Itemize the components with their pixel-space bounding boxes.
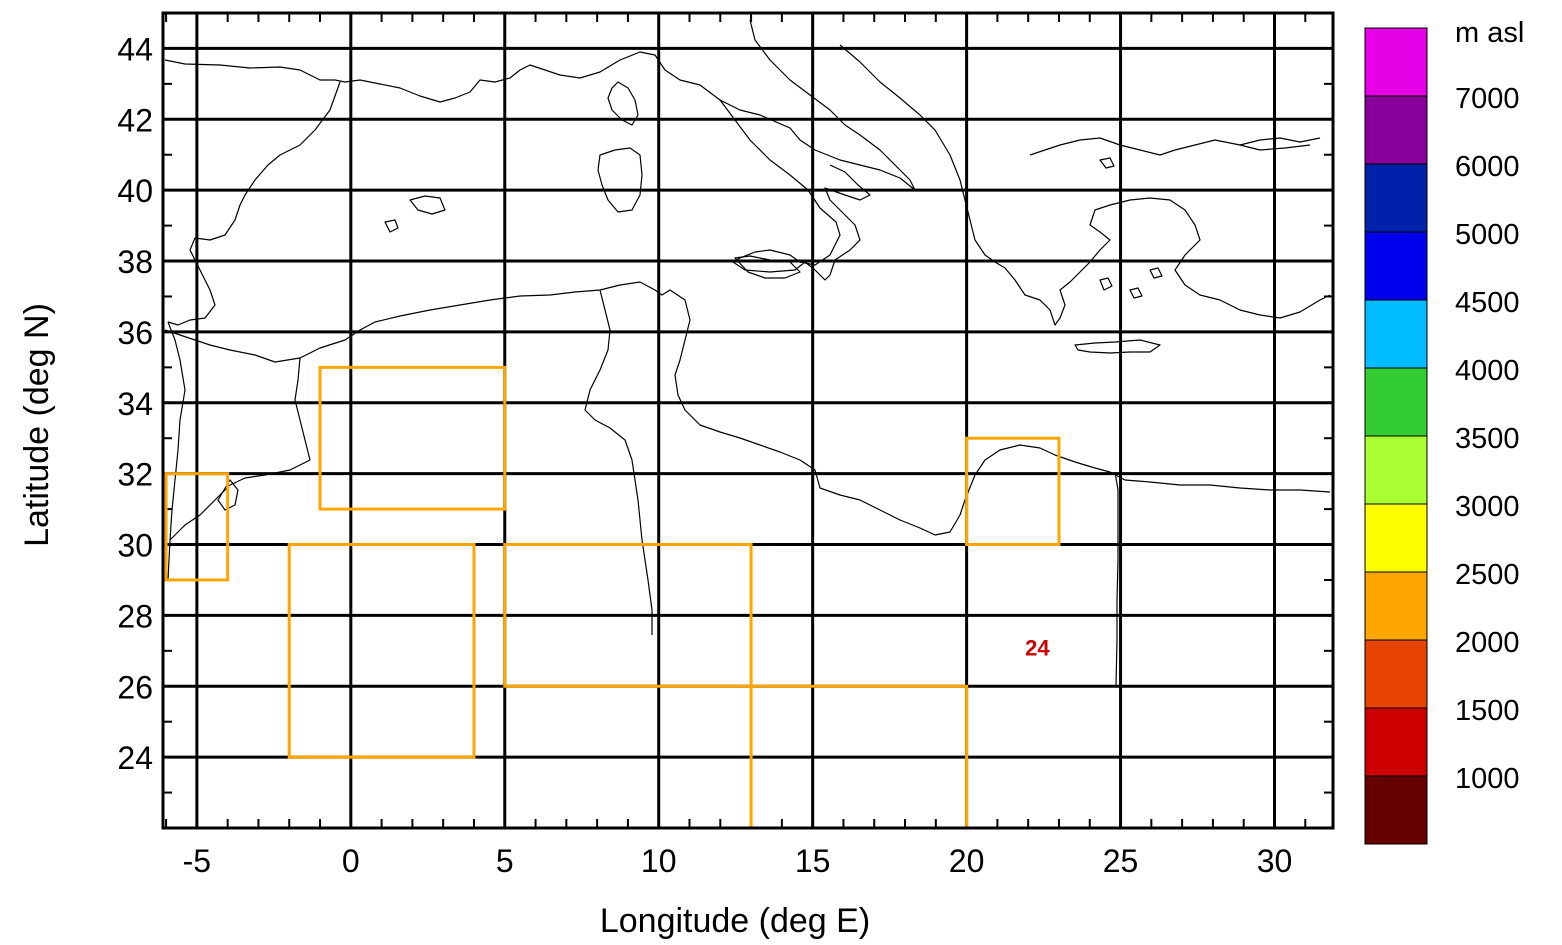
coastline: [164, 19, 1331, 686]
x-axis-title: Longitude (deg E): [600, 902, 870, 940]
colorbar-swatch: [1364, 299, 1428, 369]
colorbar-swatch: [1364, 707, 1428, 777]
colorbar-label: 2500: [1455, 559, 1520, 591]
colorbar-label: 1000: [1455, 763, 1520, 795]
x-tick-label: 10: [641, 843, 677, 879]
colorbar-label: 4000: [1455, 355, 1520, 387]
colorbar-label: 3500: [1455, 423, 1520, 455]
colorbar-label: 7000: [1455, 83, 1520, 115]
region-boxes: [164, 365, 1061, 830]
colorbar-swatch: [1364, 27, 1428, 97]
map-frame: [161, 11, 1335, 830]
x-tick-labels: -5 0 5 10 15 20 25 30: [183, 843, 1293, 879]
region-box: [164, 472, 230, 582]
colorbar-labels: 7000 6000 5000 4500 4000 3500 3000 2500 2000 1500…: [1455, 83, 1520, 795]
colorbar-swatch: [1364, 639, 1428, 709]
colorbar-label: 3000: [1455, 491, 1520, 523]
colorbar: [1364, 27, 1428, 845]
site-marker: 24: [1025, 635, 1050, 660]
colorbar-label: 6000: [1455, 151, 1520, 183]
site-marker-label: 24: [1025, 635, 1050, 660]
x-tick-label: 5: [496, 843, 514, 879]
x-tick-label: 30: [1257, 843, 1293, 879]
colorbar-label: 5000: [1455, 219, 1520, 251]
y-tick-label: 28: [117, 598, 153, 634]
x-tick-label: 0: [342, 843, 360, 879]
y-tick-label: 40: [117, 173, 153, 209]
y-axis-title: Latitude (deg N): [18, 303, 56, 547]
y-tick-label: 34: [117, 386, 153, 422]
axis-ticks: [163, 13, 1333, 828]
region-box: [287, 543, 476, 759]
colorbar-swatch: [1364, 571, 1428, 641]
colorbar-swatch: [1364, 775, 1428, 845]
region-box: [503, 543, 753, 688]
x-tick-label: 25: [1103, 843, 1139, 879]
colorbar-swatch: [1364, 231, 1428, 301]
y-tick-labels: 24 26 28 30 32 34 36 38 40 42 44: [117, 31, 153, 776]
colorbar-label: 1500: [1455, 695, 1520, 727]
y-tick-label: 44: [117, 31, 153, 67]
colorbar-label: 2000: [1455, 627, 1520, 659]
y-tick-label: 24: [117, 740, 153, 776]
colorbar-swatch: [1364, 503, 1428, 573]
colorbar-swatch: [1364, 163, 1428, 233]
y-tick-label: 26: [117, 669, 153, 705]
map-grid: [163, 13, 1333, 828]
y-tick-label: 42: [117, 102, 153, 138]
colorbar-swatch: [1364, 435, 1428, 505]
colorbar-swatch: [1364, 95, 1428, 165]
colorbar-swatch: [1364, 367, 1428, 437]
region-box: [318, 365, 507, 511]
y-tick-label: 32: [117, 457, 153, 493]
region-box: [965, 436, 1061, 547]
x-tick-label: 20: [949, 843, 985, 879]
x-tick-label: -5: [183, 843, 211, 879]
colorbar-label: 4500: [1455, 287, 1520, 319]
y-tick-label: 36: [117, 315, 153, 351]
x-tick-label: 15: [795, 843, 831, 879]
y-tick-label: 38: [117, 244, 153, 280]
colorbar-title: m asl: [1455, 17, 1524, 49]
y-tick-label: 30: [117, 528, 153, 564]
